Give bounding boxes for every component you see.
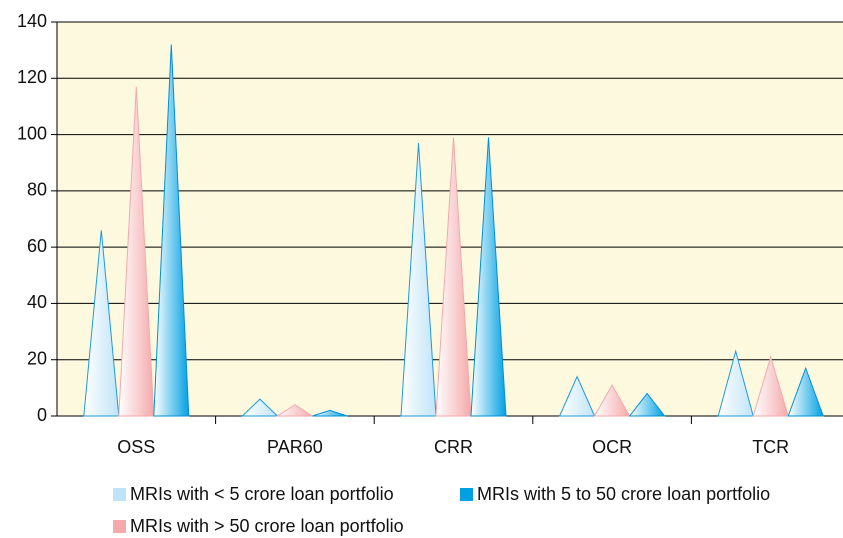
bar — [717, 349, 754, 417]
x-tick-label: PAR60 — [267, 437, 323, 457]
bar — [470, 137, 507, 417]
bar — [558, 375, 596, 417]
bar — [153, 44, 190, 417]
bar — [400, 142, 437, 417]
y-tick-label: 140 — [17, 11, 47, 31]
bar — [312, 409, 348, 417]
legend-swatch — [113, 520, 126, 533]
bar — [275, 404, 315, 417]
legend-swatch — [113, 488, 126, 501]
y-tick-label: 0 — [37, 405, 47, 425]
bar — [628, 392, 666, 417]
bar — [752, 355, 789, 417]
x-tick-label: OCR — [592, 437, 632, 457]
x-tick-label: CRR — [434, 437, 473, 457]
bar — [118, 86, 155, 417]
y-tick-label: 80 — [27, 180, 47, 200]
y-tick-label: 20 — [27, 348, 47, 368]
x-tick-label: TCR — [752, 437, 789, 457]
y-tick-label: 40 — [27, 292, 47, 312]
bar — [593, 384, 631, 417]
y-tick-label: 60 — [27, 236, 47, 256]
bar — [241, 398, 279, 417]
legend-swatch — [460, 488, 473, 501]
legend-label: MRIs with < 5 crore loan portfolio — [130, 484, 394, 504]
legend-label: MRIs with 5 to 50 crore loan portfolio — [477, 484, 770, 504]
bar — [435, 137, 472, 417]
y-tick-label: 120 — [17, 67, 47, 87]
x-tick-label: OSS — [117, 437, 155, 457]
legend-label: MRIs with > 50 crore loan portfolio — [130, 516, 404, 536]
y-tick-label: 100 — [17, 123, 47, 143]
bar — [83, 230, 120, 417]
bar — [787, 366, 824, 417]
